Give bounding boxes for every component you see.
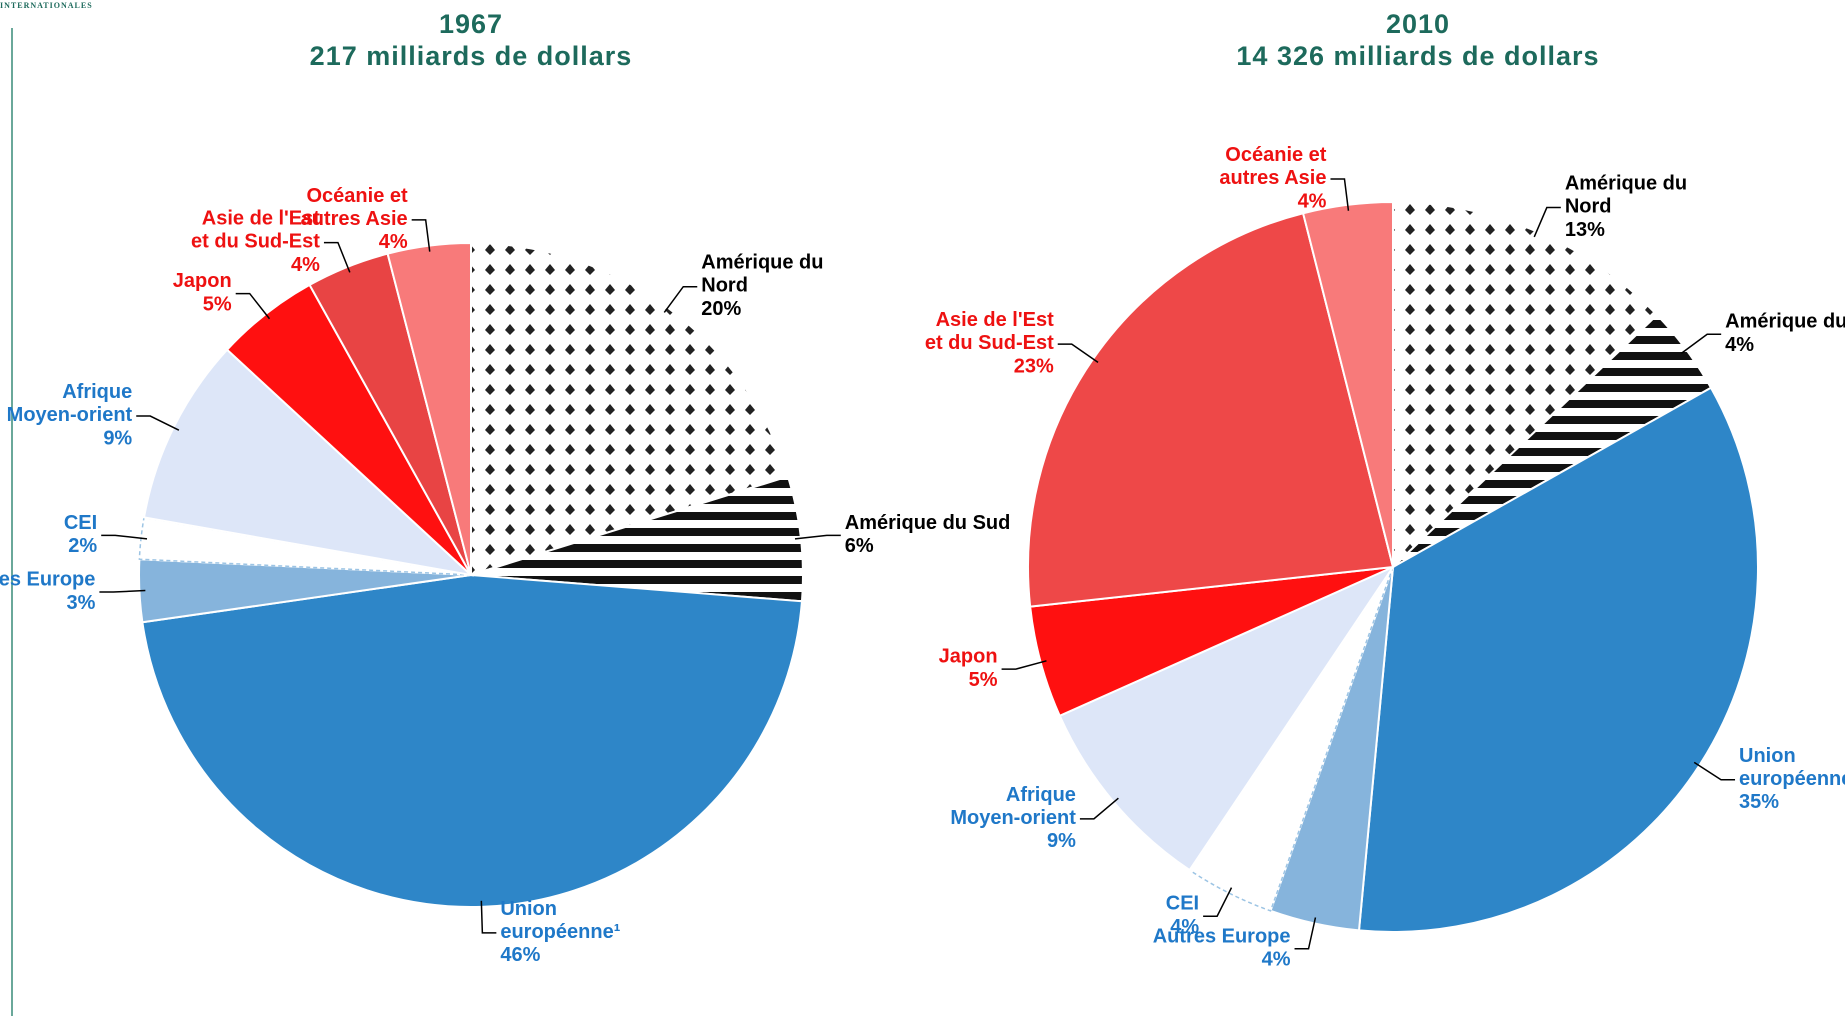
leader-line xyxy=(99,589,146,593)
slice-label: Asie de l'Est et du Sud-Est xyxy=(925,309,1054,354)
slice-value-label: 46% xyxy=(500,944,540,966)
slice-value-label: 5% xyxy=(203,293,232,315)
slice-value-label: 20% xyxy=(701,298,741,320)
slice-value-label: 9% xyxy=(103,427,132,449)
slice-label: Amérique du Nord xyxy=(701,252,823,297)
slice-value-label: 4% xyxy=(291,254,320,276)
slice-label: Afrique Moyen-orient xyxy=(7,381,133,426)
slice-value-label: 4% xyxy=(1725,334,1754,356)
leader-line xyxy=(323,241,351,273)
slice-label: Union européenne xyxy=(1739,745,1845,790)
leader-line xyxy=(1079,797,1119,820)
leader-line xyxy=(411,219,431,252)
slice-value-label: 3% xyxy=(66,592,95,614)
slice-label: Afrique Moyen-orient xyxy=(950,784,1076,829)
slice-value-label: 4% xyxy=(1262,949,1291,971)
leader-line xyxy=(101,534,148,540)
slice-label: Autres Europe xyxy=(1153,926,1291,948)
leader-line xyxy=(480,900,497,934)
slice-value-label: 4% xyxy=(379,231,408,253)
slice-label: Amérique du Sud xyxy=(845,512,1011,534)
chart-subtitle: 217 milliards de dollars xyxy=(310,41,633,71)
slice-label: Amérique du Sud xyxy=(1725,311,1845,333)
slice-label: Océanie et autres Asie xyxy=(301,185,408,230)
leader-line xyxy=(663,285,698,313)
slice-label: Amérique du Nord xyxy=(1565,173,1687,218)
slice-label: CEI xyxy=(64,512,97,534)
slice-value-label: 6% xyxy=(845,535,874,557)
slice-label: Océanie et autres Asie xyxy=(1219,144,1326,189)
slice-value-label: 4% xyxy=(1298,190,1327,212)
leader-line xyxy=(1203,887,1233,917)
leader-line xyxy=(1057,343,1099,363)
slice-value-label: 4% xyxy=(1170,916,1199,938)
slice-value-label: 5% xyxy=(969,669,998,691)
leader-line xyxy=(1533,206,1561,238)
slice-label: Autres Europe xyxy=(0,569,95,591)
slice-value-label: 9% xyxy=(1047,830,1076,852)
slice-value-label: 2% xyxy=(68,535,97,557)
slice-value-label: 35% xyxy=(1739,791,1779,813)
chart-title: 2010 xyxy=(1386,9,1450,39)
slice-label: CEI xyxy=(1166,893,1199,915)
slice-value-label: 23% xyxy=(1014,355,1054,377)
leader-line xyxy=(235,292,271,320)
leader-line xyxy=(1001,660,1047,670)
leader-line xyxy=(794,534,841,540)
chart-subtitle: 14 326 milliards de dollars xyxy=(1236,41,1599,71)
leader-line xyxy=(1693,761,1736,781)
header: INTERNATIONALES xyxy=(0,1,93,10)
leader-line xyxy=(1294,917,1317,950)
slice-label: Japon xyxy=(173,270,232,292)
chart-title: 1967 xyxy=(439,9,503,39)
slice-label: Asie de l'Est et du Sud-Est xyxy=(191,208,320,253)
leader-line xyxy=(136,415,180,431)
slice-label: Union européenne¹ xyxy=(500,898,620,943)
slice-value-label: 13% xyxy=(1565,219,1605,241)
leader-line xyxy=(1681,333,1722,354)
slice-label: Japon xyxy=(939,646,998,668)
pie-slice xyxy=(141,573,804,908)
leader-line xyxy=(1330,178,1350,211)
